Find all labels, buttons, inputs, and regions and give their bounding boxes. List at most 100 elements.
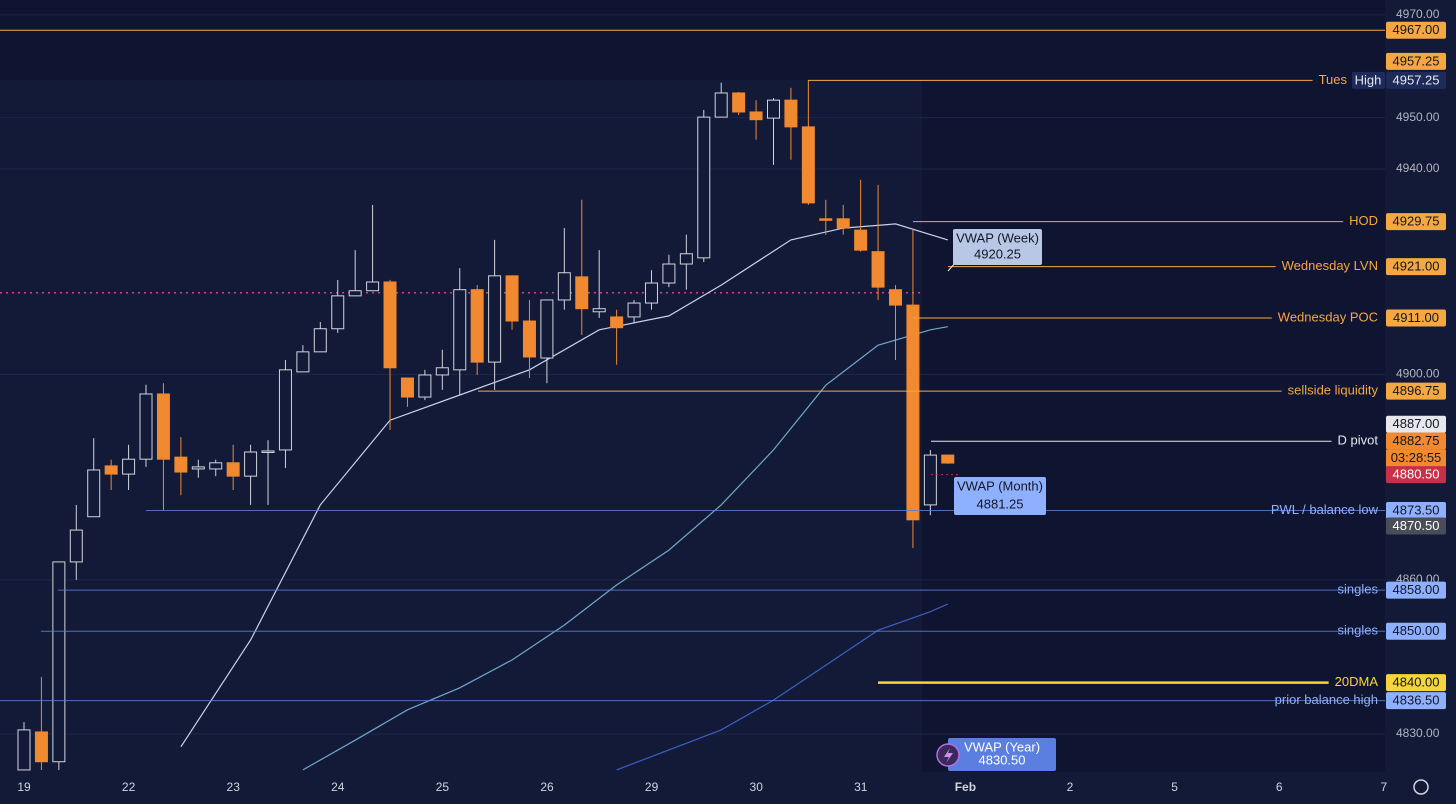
x-tick-label: 24 <box>331 780 345 794</box>
candle-body <box>732 92 746 113</box>
vwap-callout <box>953 229 1042 265</box>
candle-body <box>17 729 31 771</box>
x-tick-label: 26 <box>540 780 554 794</box>
candle-body <box>435 367 449 376</box>
candle-body <box>226 462 240 477</box>
price-tag <box>1386 21 1446 39</box>
candle-body <box>331 295 345 330</box>
y-tick-label: 4900.00 <box>1396 367 1440 381</box>
price-tag-label: 4880.50 <box>1393 467 1440 482</box>
price-tag <box>1386 517 1446 535</box>
candle-body <box>191 466 205 470</box>
vwap-value: 4830.50 <box>979 752 1026 767</box>
price-tag <box>1386 258 1446 276</box>
level-label: singles <box>1338 623 1379 638</box>
price-tag <box>1386 581 1446 599</box>
candle-body <box>156 393 170 460</box>
x-tick-label: 22 <box>122 780 136 794</box>
price-tag <box>1386 309 1446 327</box>
vwap-name: VWAP (Month) <box>957 478 1043 493</box>
vwap-value: 4920.25 <box>974 246 1021 261</box>
plot <box>0 29 1385 771</box>
candle-body <box>139 393 153 460</box>
candle-body <box>400 377 414 398</box>
candle-body <box>34 731 48 763</box>
level-label: sellside liquidity <box>1288 383 1379 398</box>
candle-body <box>261 450 275 453</box>
candle-body <box>766 99 780 119</box>
settings-icon[interactable] <box>1413 779 1429 795</box>
candle-body <box>749 111 763 121</box>
price-tag <box>1386 213 1446 231</box>
x-tick-label: 5 <box>1171 780 1178 794</box>
vwap-name: VWAP (Week) <box>956 230 1039 245</box>
candle-body <box>627 302 641 318</box>
candle-body <box>679 253 693 265</box>
y-tick-label: 4950.00 <box>1396 110 1440 124</box>
x-tick-label: Feb <box>955 780 976 794</box>
x-tick-label: 23 <box>227 780 241 794</box>
price-tag-label: 4887.00 <box>1393 416 1440 431</box>
candle-body <box>592 308 606 313</box>
vwap-callout <box>948 738 1056 771</box>
price-tag-label: 4858.00 <box>1393 582 1440 597</box>
price-tag-label: 4929.75 <box>1393 214 1440 229</box>
y-tick-label: 4970.00 <box>1396 7 1440 21</box>
countdown-tag <box>1386 449 1446 467</box>
candle-body <box>505 275 519 322</box>
x-tick-label: 30 <box>750 780 764 794</box>
vwap-value: 4881.25 <box>977 496 1024 511</box>
level-label: Wednesday LVN <box>1282 258 1378 273</box>
candle-body <box>540 299 554 359</box>
candle-body <box>488 275 502 363</box>
high-badge <box>1352 71 1385 89</box>
candle-body <box>52 561 66 763</box>
level-label: 20DMA <box>1335 674 1379 689</box>
x-tick-label: 19 <box>17 780 31 794</box>
candle-body <box>104 465 118 475</box>
candle-body <box>871 251 885 288</box>
candle-body <box>644 282 658 304</box>
x-tick-label: 29 <box>645 780 659 794</box>
price-tag <box>1386 52 1446 70</box>
price-tag-label: 4896.75 <box>1393 383 1440 398</box>
band-future <box>922 0 1385 772</box>
y-tick-label: 4830.00 <box>1396 726 1440 740</box>
candle-body <box>522 320 536 358</box>
high-badge-label: High <box>1355 72 1382 87</box>
candle-body <box>278 369 292 451</box>
candle-body <box>906 304 920 521</box>
alert-bolt <box>944 748 953 763</box>
candle-body <box>575 276 589 310</box>
candle-body <box>662 263 676 284</box>
level-label: Wednesday POC <box>1278 309 1378 324</box>
level-label: HOD <box>1349 213 1378 228</box>
candle-body <box>366 281 380 292</box>
candle-body <box>697 116 711 259</box>
high-tag <box>1386 71 1446 89</box>
price-tag <box>1386 674 1446 692</box>
overlay: 4970.004950.004940.004900.004860.004830.… <box>17 7 1446 794</box>
candle-body <box>470 289 484 363</box>
candle-body <box>383 281 397 369</box>
y-tick-label: 4940.00 <box>1396 161 1440 175</box>
level-label: singles <box>1338 582 1379 597</box>
price-tag <box>1386 415 1446 433</box>
candle-body <box>610 316 624 329</box>
last-price-tag-label: 4882.75 <box>1393 433 1440 448</box>
price-tag-label: 4911.00 <box>1393 310 1439 325</box>
vwap-callout <box>954 477 1046 515</box>
price-tag-label: 4957.25 <box>1393 53 1440 68</box>
moving-average <box>302 326 948 771</box>
level-label: D pivot <box>1338 433 1379 448</box>
candle-body <box>348 290 362 297</box>
x-tick-label: 25 <box>436 780 450 794</box>
candle-body <box>122 458 136 475</box>
price-tag-label: 4921.00 <box>1393 259 1440 274</box>
candle-body <box>174 456 188 473</box>
price-tag-label: 4850.00 <box>1393 623 1440 638</box>
price-tag <box>1386 466 1446 484</box>
price-tag-label: 4870.50 <box>1393 518 1440 533</box>
level-label: PWL / balance low <box>1271 502 1379 517</box>
